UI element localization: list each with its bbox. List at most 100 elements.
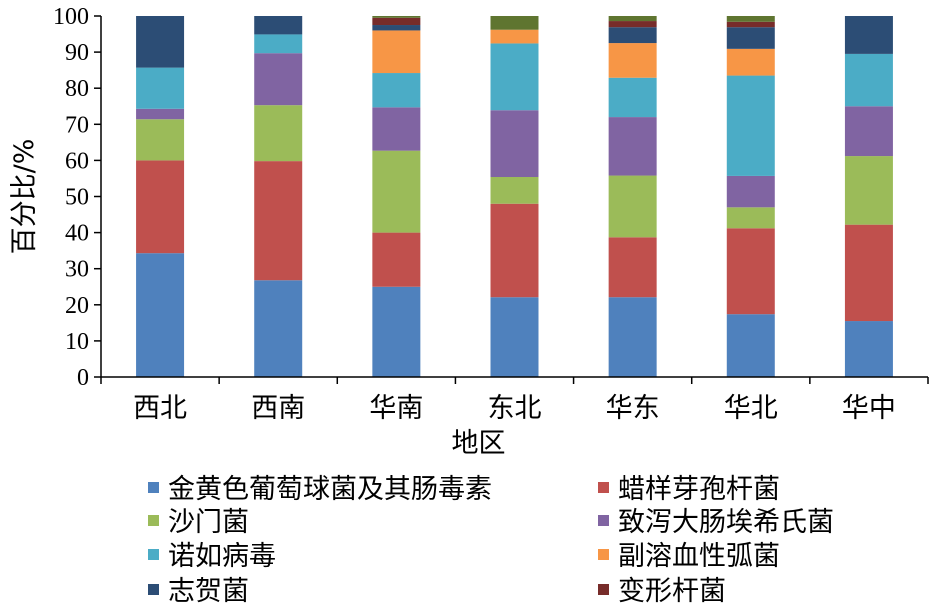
bar-segment [490, 110, 539, 178]
bar-segment [608, 175, 657, 238]
legend-label: 变形杆菌 [618, 576, 726, 607]
bar-segment [726, 75, 775, 176]
y-tick-label: 60 [65, 148, 89, 174]
bar-segment [490, 43, 539, 111]
bar-stack [136, 16, 185, 377]
y-axis-title: 百分比/% [9, 139, 40, 255]
legend-label: 蜡样芽孢杆菌 [618, 474, 780, 505]
bar-segment [254, 105, 303, 162]
legend-swatch [148, 515, 159, 526]
bar-segment [136, 67, 185, 109]
bar-segment [254, 16, 303, 35]
legend-label: 副溶血性弧菌 [618, 541, 780, 572]
x-tick-label: 西北 [133, 393, 187, 424]
bar-segment [844, 321, 893, 377]
bar-segment [608, 297, 657, 377]
bar-segment [490, 29, 539, 44]
legend-item: 志贺菌 [148, 576, 249, 607]
y-tick-label: 40 [65, 221, 89, 247]
bar-segment [490, 203, 539, 298]
legend-swatch [598, 584, 609, 595]
bar-segment [372, 30, 421, 74]
bar-segment [136, 108, 185, 120]
legend-swatch [598, 549, 609, 560]
bar-segment [136, 253, 185, 377]
bar-segment [844, 156, 893, 225]
bar-segment [726, 228, 775, 315]
bar-segment [372, 17, 421, 26]
legend-label: 志贺菌 [168, 576, 249, 607]
legend-item: 变形杆菌 [598, 576, 726, 607]
bar-segment [726, 314, 775, 377]
x-ticks: 西北 西南 华南 东北 华东 华北 华中 [100, 377, 929, 424]
bar-segment [372, 73, 421, 108]
bar-segment [136, 16, 185, 68]
y-tick-label: 80 [65, 76, 89, 102]
bar-segment [372, 16, 421, 18]
bar-segment [608, 43, 657, 78]
legend-swatch [148, 549, 159, 560]
y-ticks: 0 10 20 30 40 50 60 70 80 90 100 [53, 4, 101, 391]
bar-segment [372, 232, 421, 287]
x-tick-label: 华中 [842, 393, 896, 424]
bar-segment [490, 16, 539, 30]
bar-segment [608, 77, 657, 118]
bar-segment [844, 224, 893, 322]
legend-swatch [598, 515, 609, 526]
y-tick-label: 0 [77, 365, 89, 391]
bar-segment [726, 175, 775, 208]
bar-segment [254, 161, 303, 281]
bar-segment [136, 160, 185, 254]
bar-stack [608, 16, 657, 377]
legend-label: 金黄色葡萄球菌及其肠毒素 [168, 474, 492, 505]
x-tick-label: 华北 [724, 393, 778, 424]
bar-segment [372, 150, 421, 233]
bar-segment [608, 21, 657, 28]
bar-stack [372, 16, 421, 377]
bar-stack [254, 16, 303, 377]
bar-segment [726, 207, 775, 229]
y-tick-label: 70 [65, 112, 89, 138]
bar-segment [844, 53, 893, 107]
legend-item: 副溶血性弧菌 [598, 541, 780, 572]
bar-segment [608, 237, 657, 298]
legend-label: 致泻大肠埃希氏菌 [618, 507, 834, 538]
bar-segment [372, 286, 421, 377]
bar-segment [372, 107, 421, 151]
x-tick-label: 东北 [488, 393, 542, 424]
x-axis-title: 地区 [452, 428, 506, 459]
bar-segment [726, 16, 775, 22]
bar-segment [254, 280, 303, 377]
bar-stack [844, 16, 893, 377]
legend-label: 沙门菌 [168, 507, 249, 538]
bar-segment [136, 119, 185, 161]
y-tick-label: 90 [65, 40, 89, 66]
bar-stack [490, 16, 539, 377]
y-tick-label: 50 [65, 185, 89, 211]
legend-label: 诺如病毒 [168, 541, 276, 572]
legend-swatch [148, 584, 159, 595]
bar-segment [254, 53, 303, 106]
legend-swatch [598, 482, 609, 493]
x-tick-label: 华东 [606, 393, 660, 424]
legend-item: 蜡样芽孢杆菌 [598, 474, 780, 505]
legend-item: 金黄色葡萄球菌及其肠毒素 [148, 474, 492, 505]
bar-segment [490, 297, 539, 377]
x-tick-label: 华南 [369, 393, 423, 424]
bar-segment [608, 117, 657, 176]
bar-segment [726, 48, 775, 76]
bar-segment [608, 16, 657, 22]
y-tick-label: 10 [65, 329, 89, 355]
bar-segment [844, 106, 893, 157]
y-tick-label: 30 [65, 257, 89, 283]
legend-item: 诺如病毒 [148, 541, 276, 572]
bar-segment [844, 16, 893, 54]
legend-swatch [148, 482, 159, 493]
bar-segment [608, 27, 657, 44]
legend-item: 沙门菌 [148, 507, 249, 538]
bar-segment [490, 177, 539, 204]
bar-segment [726, 21, 775, 28]
bar-segment [254, 34, 303, 54]
